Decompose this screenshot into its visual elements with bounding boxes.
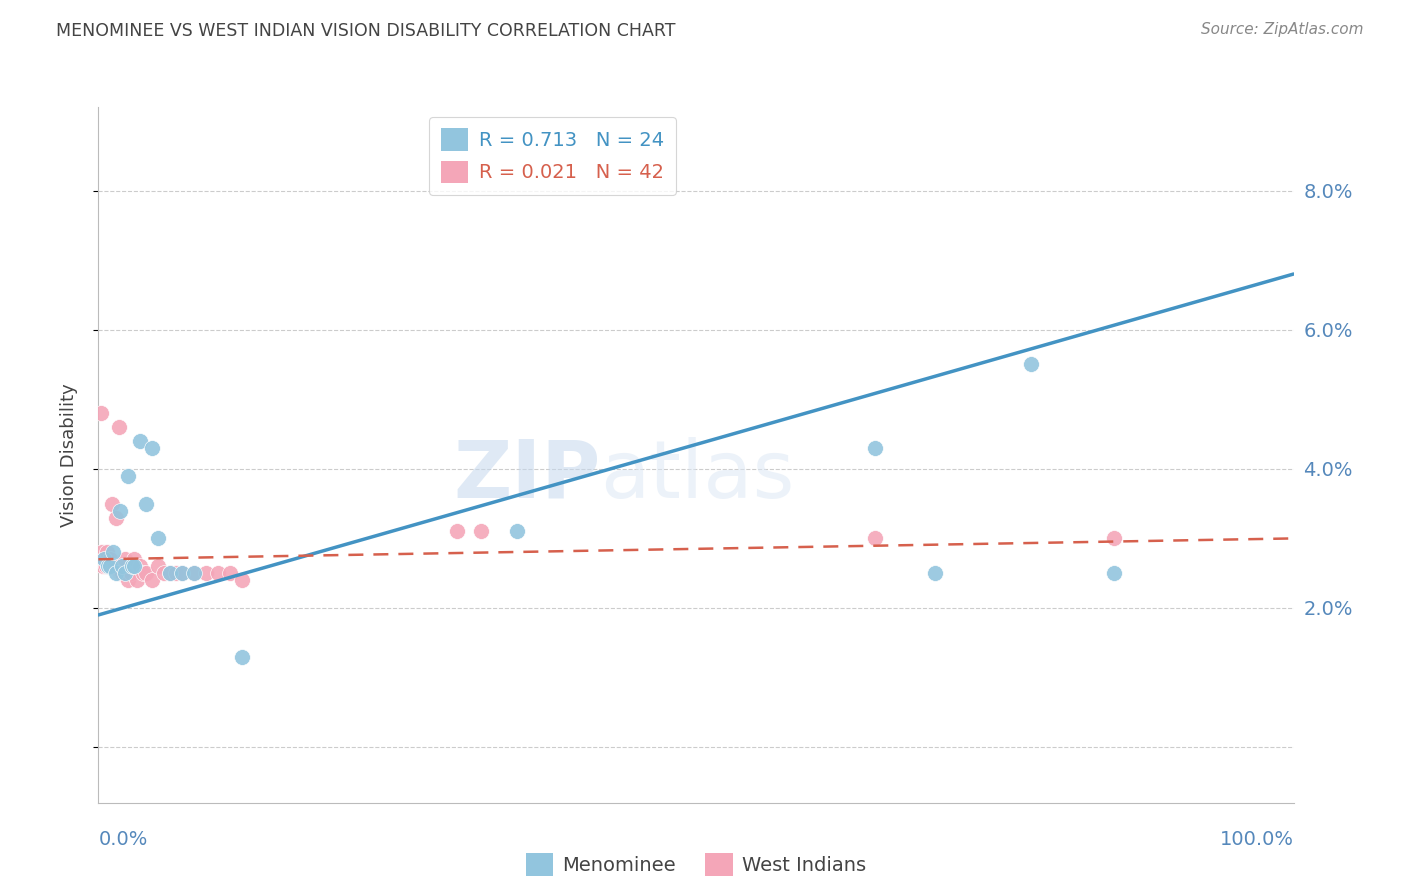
Point [129,559,152,574]
Point [93,552,115,566]
Point [107,559,129,574]
Point [110,566,132,581]
Point [107,420,129,434]
Point [98,552,122,566]
Point [231,649,253,664]
Point [96,545,118,559]
Point [207,566,229,581]
Text: atlas: atlas [600,437,794,515]
Point [90,406,112,420]
Text: MENOMINEE VS WEST INDIAN VISION DISABILITY CORRELATION CHART: MENOMINEE VS WEST INDIAN VISION DISABILI… [56,22,676,40]
Text: 100.0%: 100.0% [1219,830,1294,848]
Legend: Menominee, West Indians: Menominee, West Indians [517,846,875,884]
Point [194,566,218,581]
Point [111,559,134,574]
Point [103,559,125,574]
Point [470,524,492,539]
Point [446,524,468,539]
Point [924,566,946,581]
Point [153,566,176,581]
Point [98,559,122,574]
Point [172,566,194,581]
Point [105,566,128,581]
Point [94,559,117,574]
Point [863,532,887,546]
Y-axis label: Vision Disability: Vision Disability [59,383,77,527]
Point [219,566,242,581]
Point [114,566,136,581]
Point [125,573,148,587]
Point [108,566,131,581]
Point [129,434,152,448]
Point [121,559,143,574]
Point [111,566,134,581]
Point [117,573,139,587]
Point [159,566,181,581]
Point [108,503,131,517]
Point [183,566,205,581]
Point [124,552,146,566]
Point [97,559,120,574]
Point [141,573,163,587]
Point [98,559,121,574]
Point [135,566,157,581]
Point [506,524,529,539]
Point [1102,566,1125,581]
Text: 0.0%: 0.0% [98,830,148,848]
Point [100,497,122,511]
Point [101,559,124,574]
Point [131,566,153,581]
Text: Source: ZipAtlas.com: Source: ZipAtlas.com [1201,22,1364,37]
Point [159,566,181,581]
Point [114,552,136,566]
Point [104,559,127,574]
Point [1019,358,1042,372]
Point [148,559,170,574]
Point [148,532,170,546]
Point [124,559,146,574]
Point [165,566,187,581]
Point [105,510,128,524]
Point [97,559,120,574]
Text: ZIP: ZIP [453,437,600,515]
Point [172,566,194,581]
Point [120,566,142,581]
Point [183,566,205,581]
Point [101,545,124,559]
Point [93,552,115,566]
Point [141,441,163,455]
Point [231,573,253,587]
Point [863,441,887,455]
Point [1102,532,1125,546]
Point [117,468,139,483]
Point [135,497,157,511]
Point [91,559,114,574]
Point [91,545,114,559]
